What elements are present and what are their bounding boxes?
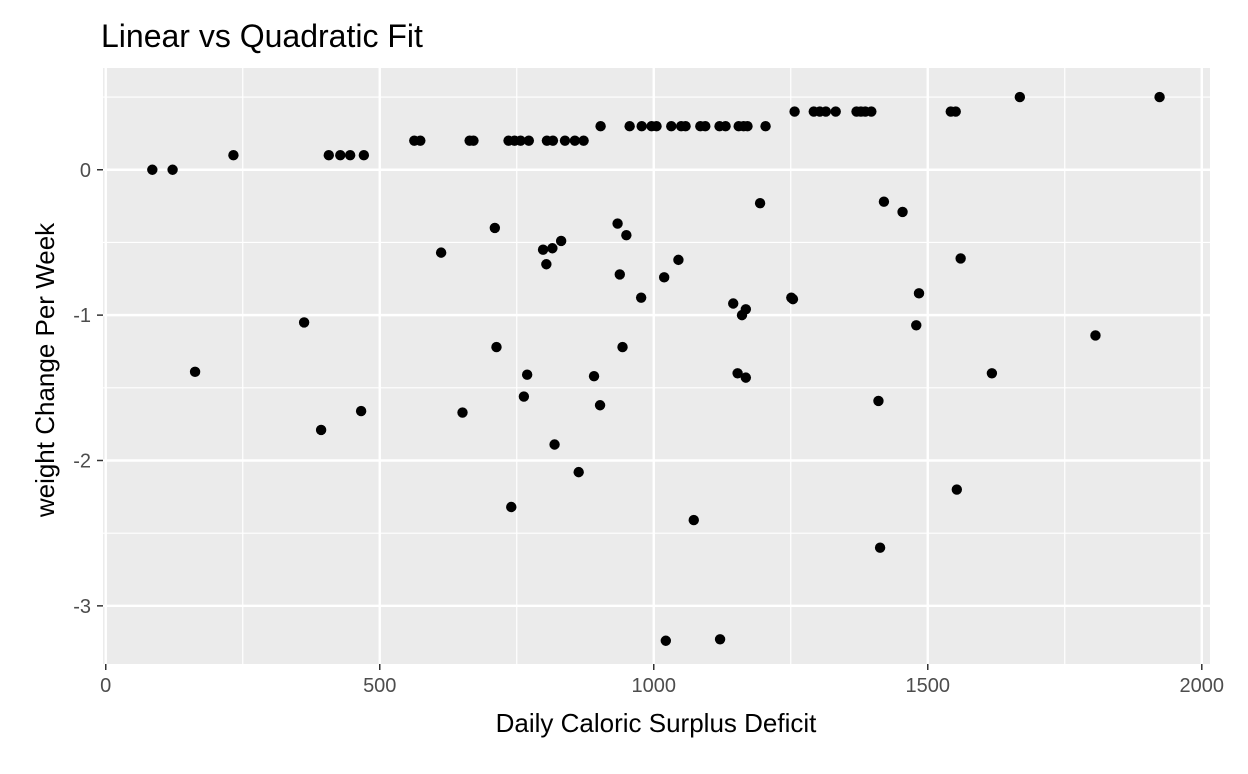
data-point bbox=[578, 135, 589, 146]
plot-panel bbox=[103, 68, 1210, 664]
data-point bbox=[612, 218, 623, 229]
data-point bbox=[666, 120, 677, 132]
data-point bbox=[595, 120, 606, 132]
y-tick-label: 0 bbox=[80, 160, 91, 182]
data-point bbox=[1090, 330, 1101, 341]
data-point bbox=[147, 164, 158, 175]
x-tick-label: 500 bbox=[363, 675, 396, 697]
data-point bbox=[167, 164, 178, 175]
data-point bbox=[820, 106, 832, 117]
data-point bbox=[951, 484, 963, 495]
data-point bbox=[688, 514, 699, 526]
data-point bbox=[489, 222, 501, 234]
data-point bbox=[523, 135, 535, 146]
data-point bbox=[457, 407, 468, 418]
data-point bbox=[789, 106, 800, 117]
data-point bbox=[720, 120, 731, 132]
data-point bbox=[614, 269, 625, 280]
data-point bbox=[1014, 91, 1026, 103]
data-point bbox=[714, 634, 726, 645]
data-point bbox=[911, 320, 922, 331]
x-axis-title: Daily Caloric Surplus Deficit bbox=[496, 708, 818, 738]
data-points bbox=[147, 91, 1165, 646]
y-tick-label: -2 bbox=[73, 450, 91, 472]
y-axis: 0 -1 -2 -3 bbox=[73, 160, 103, 618]
data-point bbox=[636, 120, 647, 132]
data-point bbox=[358, 150, 370, 161]
data-point bbox=[506, 501, 517, 513]
data-point bbox=[950, 106, 961, 117]
data-point bbox=[559, 135, 571, 146]
x-tick-label: 2000 bbox=[1180, 675, 1225, 697]
data-point bbox=[658, 272, 670, 283]
data-point bbox=[189, 366, 201, 378]
data-point bbox=[355, 405, 367, 417]
major-gridlines bbox=[103, 68, 1210, 664]
data-point bbox=[621, 229, 632, 241]
data-point bbox=[521, 369, 533, 380]
data-point bbox=[897, 206, 908, 218]
data-point bbox=[435, 247, 447, 258]
data-point bbox=[468, 135, 479, 146]
data-point bbox=[555, 235, 567, 247]
data-point bbox=[660, 635, 672, 646]
data-point bbox=[537, 244, 549, 255]
data-point bbox=[760, 120, 771, 132]
data-point bbox=[415, 135, 426, 146]
minor-gridlines bbox=[103, 68, 1210, 664]
x-tick-label: 1000 bbox=[632, 675, 677, 697]
data-point bbox=[344, 150, 356, 161]
data-point bbox=[742, 120, 753, 132]
data-point bbox=[866, 106, 877, 117]
data-point bbox=[873, 395, 884, 407]
data-point bbox=[732, 368, 743, 379]
data-point bbox=[547, 135, 559, 146]
x-tick-label: 1500 bbox=[906, 675, 951, 697]
data-point bbox=[594, 400, 606, 411]
data-point bbox=[986, 368, 998, 379]
data-point bbox=[913, 288, 925, 299]
x-tick-label: 0 bbox=[100, 675, 111, 697]
data-point bbox=[547, 243, 558, 254]
data-point bbox=[673, 254, 684, 266]
data-point bbox=[635, 292, 647, 303]
y-axis-title: weight Change Per Week bbox=[30, 222, 60, 518]
data-point bbox=[335, 150, 346, 161]
data-point bbox=[515, 135, 526, 146]
data-point bbox=[491, 341, 502, 353]
data-point bbox=[549, 439, 560, 450]
y-tick-label: -3 bbox=[73, 596, 91, 618]
data-point bbox=[323, 150, 334, 161]
data-point bbox=[651, 120, 662, 132]
data-point bbox=[700, 120, 711, 132]
data-point bbox=[787, 293, 799, 305]
data-point bbox=[573, 466, 584, 478]
data-point bbox=[740, 372, 752, 383]
data-point bbox=[569, 135, 581, 146]
data-point bbox=[518, 391, 530, 402]
data-point bbox=[740, 304, 752, 315]
data-point bbox=[541, 259, 552, 270]
data-point bbox=[874, 542, 886, 553]
data-point bbox=[680, 120, 691, 132]
chart-title: Linear vs Quadratic Fit bbox=[101, 18, 423, 54]
data-point bbox=[830, 106, 841, 117]
x-axis: 0 500 1000 1500 2000 bbox=[100, 664, 1224, 697]
data-point bbox=[228, 150, 239, 161]
data-point bbox=[617, 341, 628, 353]
data-point bbox=[955, 253, 966, 264]
data-point bbox=[728, 298, 739, 309]
data-point bbox=[588, 370, 600, 382]
data-point bbox=[878, 196, 890, 207]
data-point bbox=[1154, 91, 1165, 103]
data-point bbox=[315, 424, 327, 436]
data-point bbox=[298, 317, 310, 328]
data-point bbox=[754, 197, 766, 209]
y-tick-label: -1 bbox=[73, 305, 91, 327]
data-point bbox=[624, 120, 635, 132]
